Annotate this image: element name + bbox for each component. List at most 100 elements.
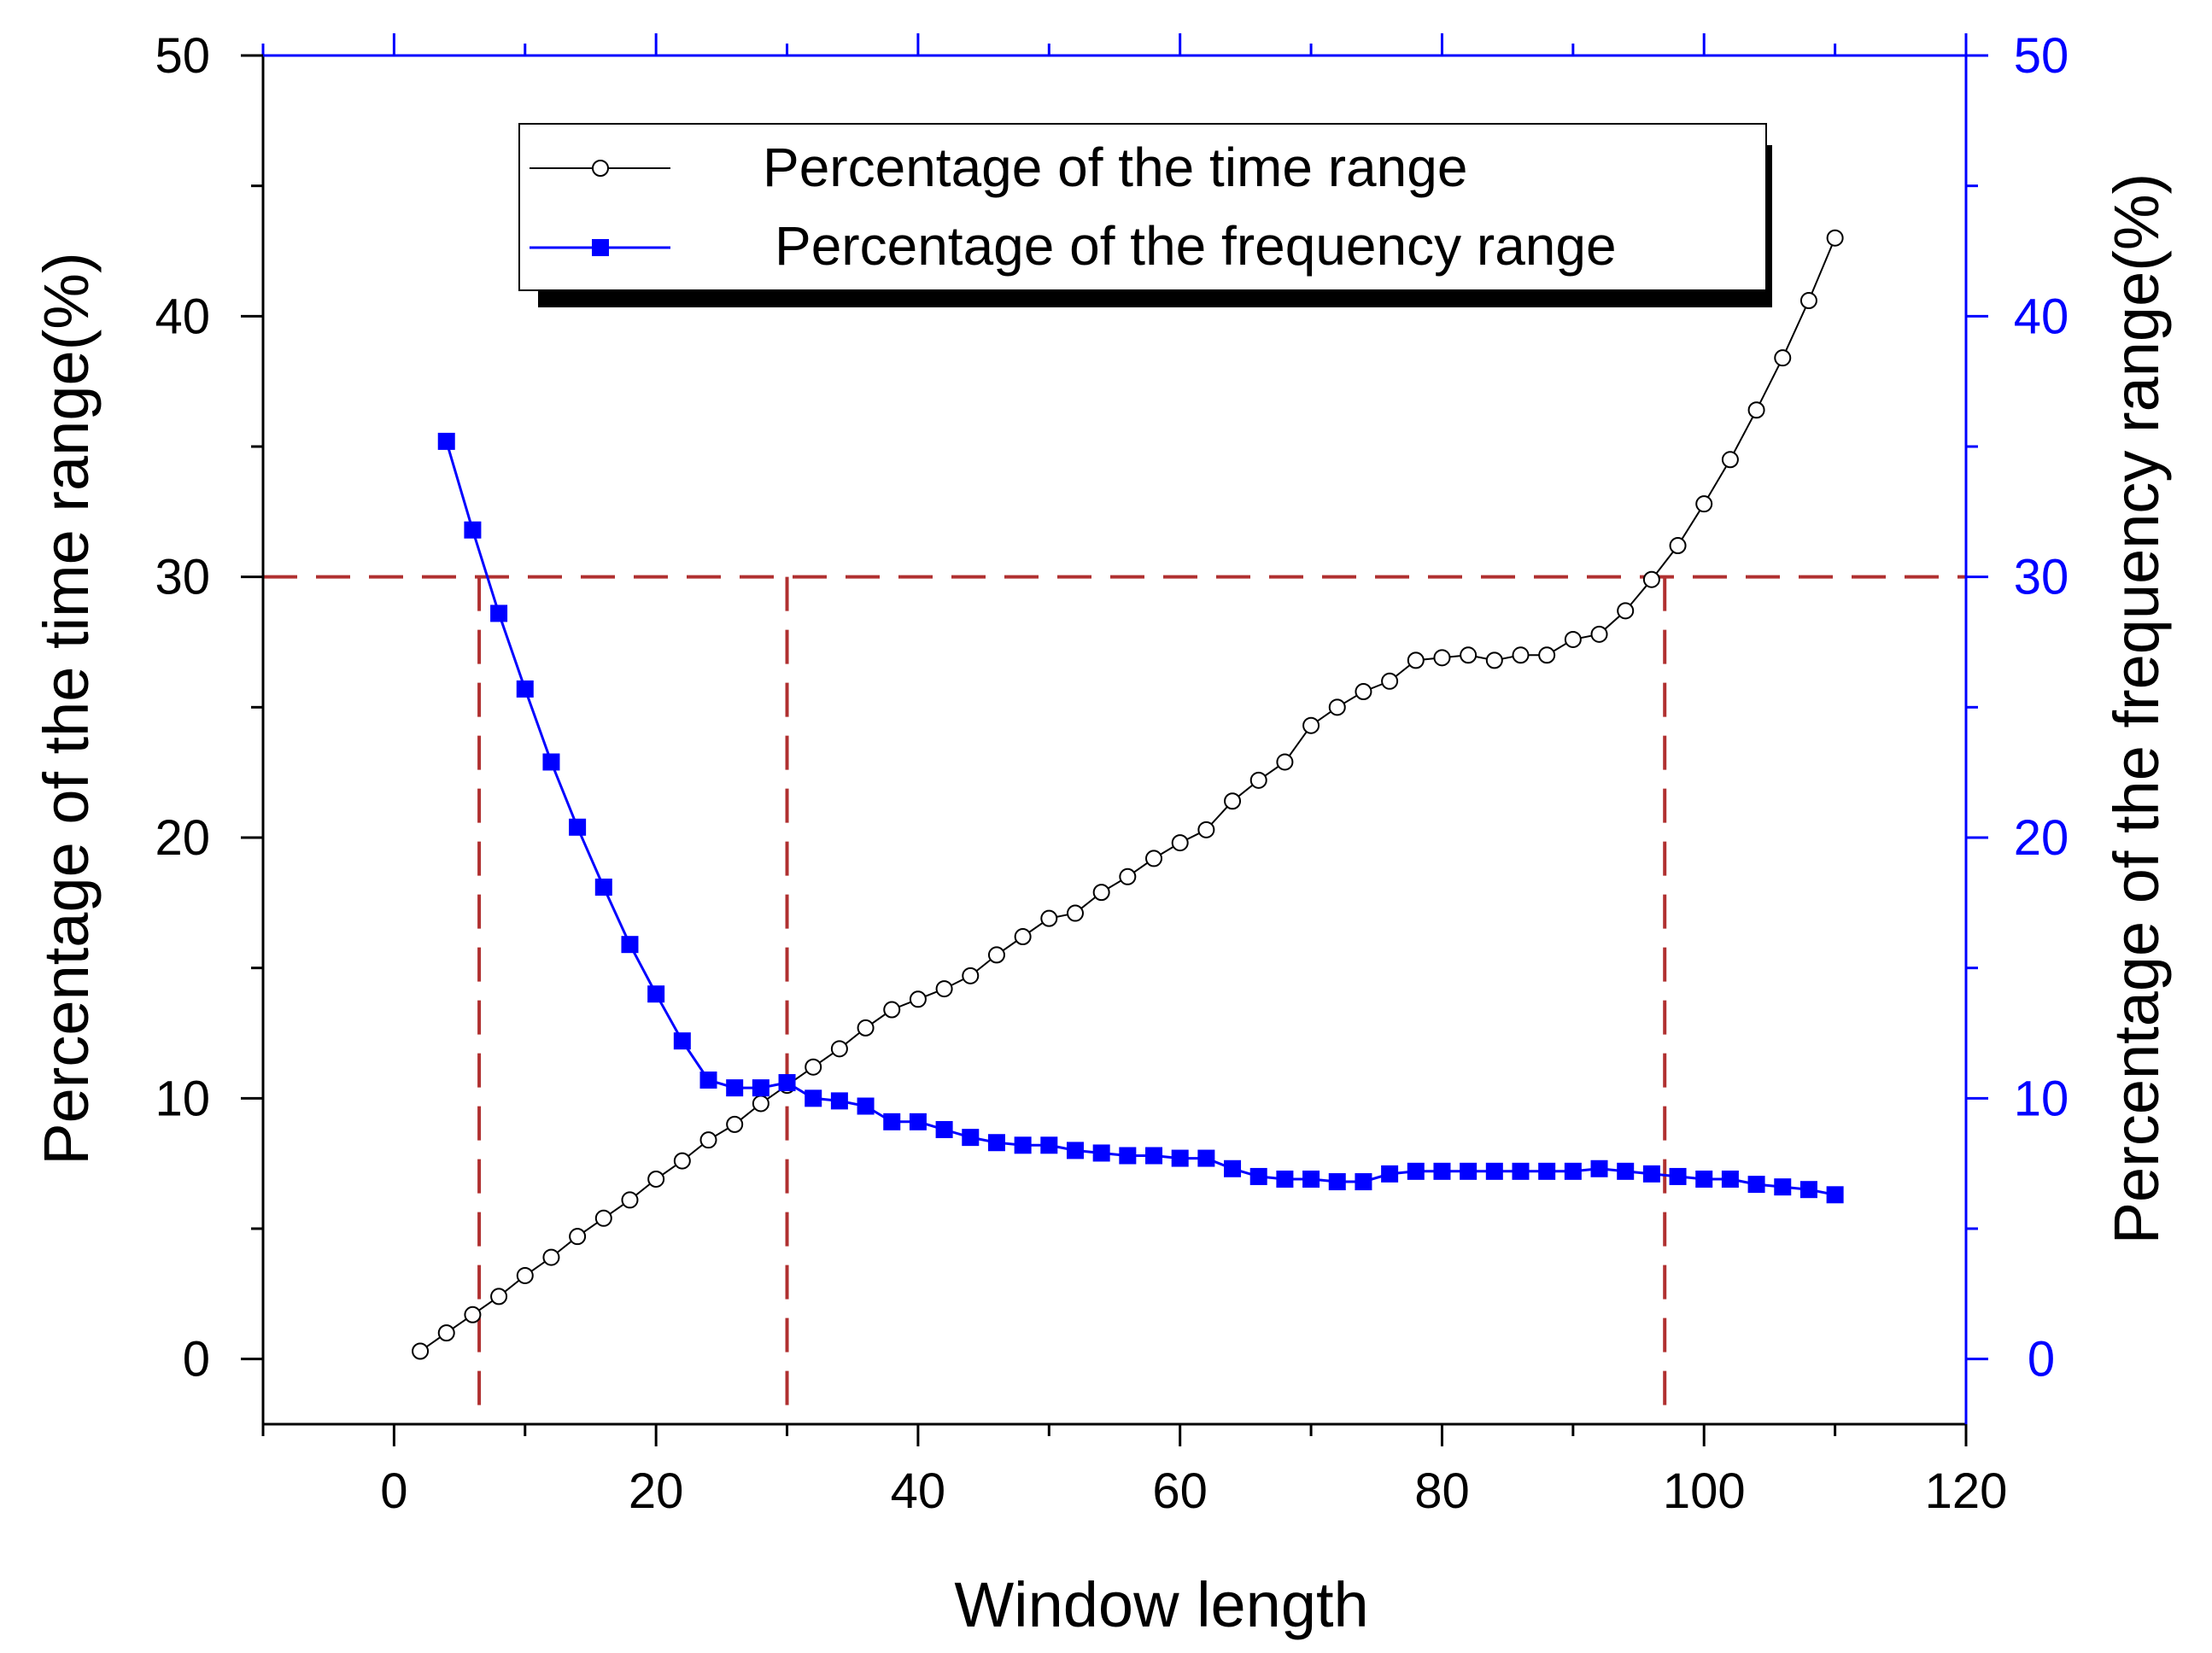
data-point-time [569,1228,587,1246]
data-point-time [1799,292,1817,310]
data-point-frequency [1407,1162,1425,1180]
axis-ticks [241,33,1988,1446]
data-point-frequency [437,432,455,450]
data-point-frequency [621,936,639,954]
data-point-time [594,1209,612,1227]
y-tick-label-right: 40 [2014,289,2069,344]
data-point-frequency [909,1113,927,1130]
x-tick-label: 80 [1414,1463,1470,1519]
data-point-time [1145,850,1163,867]
data-point-frequency [1145,1147,1163,1165]
y-tick-label-right: 10 [2014,1071,2069,1126]
data-point-frequency [935,1120,953,1138]
data-point-frequency [1381,1165,1399,1183]
data-point-time [1774,349,1792,367]
data-point-time [1224,792,1242,810]
data-point-time [1826,229,1844,247]
y-tick-label-left: 10 [155,1071,210,1126]
data-point-time [1721,451,1739,469]
data-point-time [805,1058,822,1076]
data-point-time [962,967,980,984]
y-tick-label-right: 20 [2014,810,2069,866]
data-point-time [1747,401,1765,419]
series-line [445,441,1835,1196]
legend-marker-freq [592,239,609,256]
data-point-frequency [699,1071,717,1089]
data-point-time [1119,867,1137,885]
y-tick-label-right: 50 [2014,28,2069,84]
series-frequency-range [437,432,1844,1204]
data-point-time [699,1131,717,1149]
data-point-frequency [464,521,482,539]
x-tick-label: 100 [1663,1463,1746,1519]
data-point-frequency [1066,1142,1084,1159]
data-point-frequency [1721,1170,1739,1188]
data-point-time [1512,646,1530,664]
data-point-time [542,1248,560,1266]
data-point-time [1092,884,1110,902]
data-point-frequency [805,1089,822,1107]
data-point-frequency [542,753,560,771]
x-tick-label: 60 [1152,1463,1208,1519]
data-point-time [726,1115,744,1133]
data-point-time [1328,698,1346,716]
legend-label-time: Percentage of the time range [763,137,1467,198]
data-point-frequency [883,1113,901,1130]
data-point-time [1642,570,1660,588]
data-point-frequency [1014,1136,1032,1154]
series-time-range [412,229,1844,1360]
data-point-time [1249,771,1267,789]
data-point-frequency [1040,1136,1058,1154]
y-tick-label-left: 40 [155,289,210,344]
data-point-time [752,1095,770,1113]
data-point-time [987,946,1005,964]
data-point-time [1355,683,1372,701]
y-tick-label-left: 0 [183,1332,210,1387]
x-axis-title: Window length [954,1569,1368,1640]
reference-lines [263,575,1966,1424]
data-point-frequency [1695,1170,1713,1188]
data-point-time [464,1305,482,1323]
data-point-time [1538,646,1556,664]
data-point-time [1014,928,1032,946]
data-point-frequency [1092,1144,1110,1162]
data-point-frequency [1799,1181,1817,1199]
y-tick-label-left: 50 [155,28,210,84]
data-point-frequency [1564,1162,1582,1180]
data-point-time [909,990,927,1008]
data-point-time [1460,646,1478,664]
data-point-time [1485,651,1503,669]
data-point-frequency [1119,1147,1137,1165]
data-point-frequency [1328,1173,1346,1191]
data-point-time [1433,649,1451,667]
legend-label-freq: Percentage of the frequency range [775,215,1617,277]
data-point-frequency [1276,1170,1294,1188]
data-point-time [830,1040,848,1058]
data-point-time [1302,716,1320,734]
data-point-time [490,1288,508,1305]
data-point-frequency [1826,1186,1844,1204]
data-point-frequency [857,1097,875,1115]
data-point-time [883,1001,901,1019]
data-point-time [1695,495,1713,513]
data-point-time [1669,537,1687,555]
data-point-time [1066,904,1084,922]
data-point-time [1276,753,1294,771]
data-point-time [1381,672,1399,690]
data-point-time [857,1019,875,1037]
y-tick-label-right: 0 [2028,1332,2055,1387]
data-point-frequency [569,818,587,836]
data-point-frequency [1774,1178,1792,1196]
data-point-frequency [1512,1162,1530,1180]
legend-box [518,123,1767,291]
data-point-frequency [1747,1176,1765,1194]
y-axis-right-title: Percentage of the frequency range(%) [2101,173,2172,1245]
data-point-frequency [1433,1162,1451,1180]
data-point-frequency [726,1079,744,1097]
y-tick-label-left: 30 [155,550,210,605]
plot-frame [261,54,1968,1426]
data-point-time [647,1170,665,1188]
data-point-frequency [1224,1159,1242,1177]
data-point-time [412,1342,430,1360]
